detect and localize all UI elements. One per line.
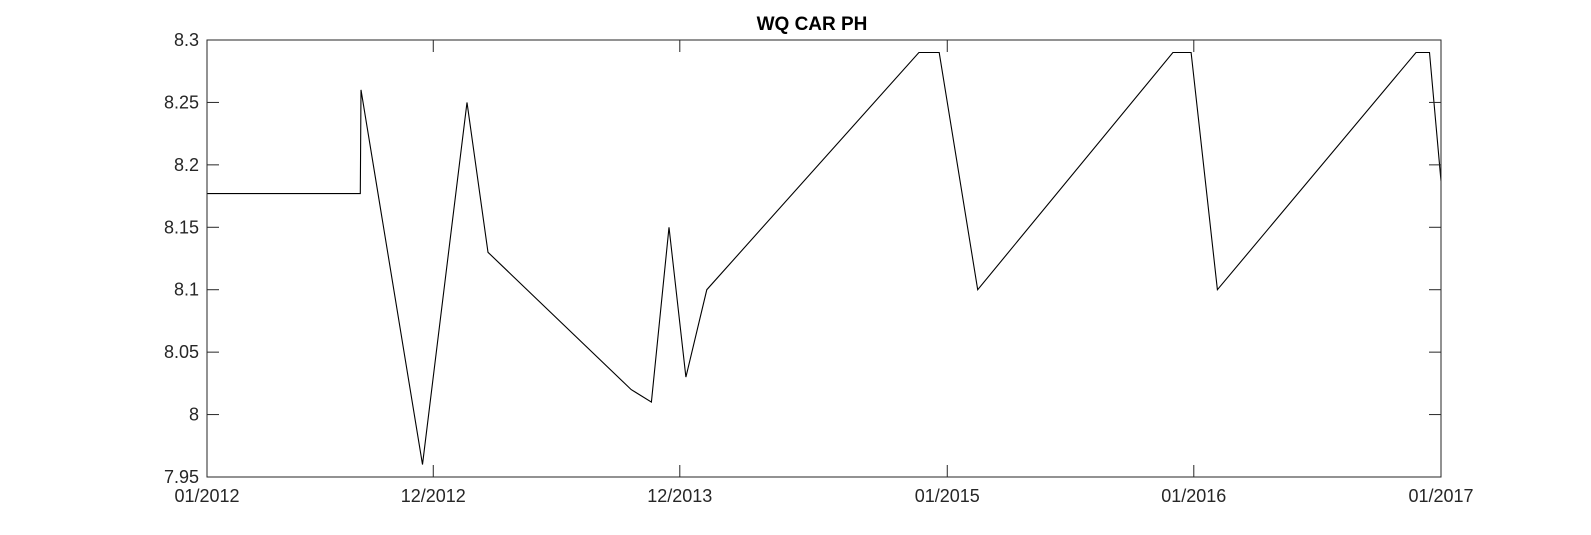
y-tick-label: 8: [189, 405, 199, 425]
x-tick-label: 01/2015: [915, 486, 980, 506]
y-axis: 7.95 8 8.05 8.1 8.15 8.2 8.25 8.3: [164, 30, 1441, 487]
series-layer: [207, 51, 1442, 465]
chart-title: WQ CAR PH: [757, 14, 868, 35]
series-line: [207, 51, 1442, 465]
x-tick-label: 12/2012: [401, 486, 466, 506]
y-tick-label: 8.1: [174, 280, 199, 300]
y-tick-label: 8.25: [164, 92, 199, 112]
y-tick-label: 8.3: [174, 30, 199, 50]
y-tick-label: 7.95: [164, 467, 199, 487]
plot-frame: [206, 39, 1442, 478]
x-tick-label: 01/2012: [174, 486, 239, 506]
x-tick-label: 12/2013: [647, 486, 712, 506]
x-axis: 01/2012 12/2012 12/2013 01/2015 01/2016 01/20…: [174, 40, 1474, 506]
x-tick-label: 01/2017: [1408, 486, 1473, 506]
y-tick-label: 8.15: [164, 217, 199, 237]
y-tick-label: 8.05: [164, 342, 199, 362]
x-tick-label: 01/2016: [1161, 486, 1226, 506]
y-tick-label: 8.2: [174, 155, 199, 175]
